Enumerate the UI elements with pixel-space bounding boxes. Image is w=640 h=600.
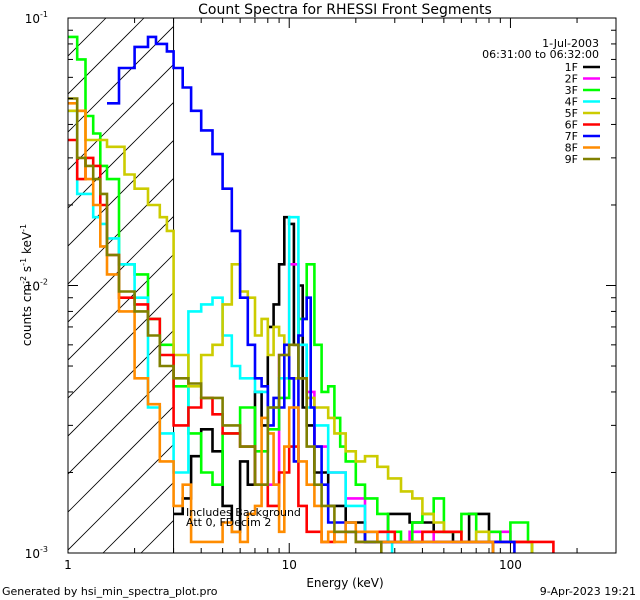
x-tick-labels: 1 10 100 [64,558,522,572]
x-axis-label: Energy (keV) [306,576,383,590]
y-tick-label: 10-1 [25,10,48,26]
series-3F [68,35,534,553]
y-tick-exponent: -1 [40,10,48,19]
series-9F [68,97,383,553]
y-tick-labels: 10-310-210-1 [25,10,48,561]
y-tick-label: 10-3 [25,545,48,561]
y-tick-label: 10-2 [25,278,48,294]
x-tick-label: 1 [64,558,72,572]
hatch-line [68,291,174,399]
x-tick-label: 10 [282,558,297,572]
y-tick-exponent: -3 [40,545,48,554]
y-tick-mantissa: 10 [25,12,40,26]
y-axis-label: counts cm-2 s-1 keV-1 [19,224,34,346]
series-5F [68,109,534,553]
observation-date: 1-Jul-2003 [542,37,599,50]
hatch-line [68,63,174,171]
annotation-attenuator: Att 0, FDecim 2 [186,516,271,529]
axis-ticks [67,17,617,554]
y-tick-mantissa: 10 [25,280,40,294]
legend-label: 7F [565,130,578,143]
legend-label: 9F [565,153,578,166]
hatch-line [68,18,107,57]
hatch-line [68,25,174,133]
series-7F [107,35,516,553]
observation-time-range: 06:31:00 to 06:32:00 [482,48,599,61]
legend-label: 3F [565,84,578,97]
legend-label: 4F [565,96,578,109]
hatch-line [68,405,174,513]
hatch-line [68,253,174,361]
legend-label: 6F [565,119,578,132]
y-tick-mantissa: 10 [25,547,40,561]
annotation-background: Includes Background [186,506,301,519]
hatch-line [68,101,174,209]
series-lines [68,35,555,553]
hatch-line [68,215,174,323]
energy-cutoff-hatch-region [68,18,174,553]
series-4F [68,109,394,553]
hatch-line [68,443,174,551]
chart-title: Count Spectra for RHESSI Front Segments [198,2,492,18]
legend-label: 1F [565,61,578,74]
y-tick-exponent: -2 [40,278,48,287]
x-tick-label: 100 [499,558,522,572]
footer-generated-by: Generated by hsi_min_spectra_plot.pro [2,585,218,598]
legend-label: 5F [565,107,578,120]
series-8F [68,102,495,553]
legend-label: 8F [565,142,578,155]
footer-timestamp: 9-Apr-2023 19:21 [540,585,636,598]
hatch-line [68,367,174,475]
legend-label: 2F [565,73,578,86]
